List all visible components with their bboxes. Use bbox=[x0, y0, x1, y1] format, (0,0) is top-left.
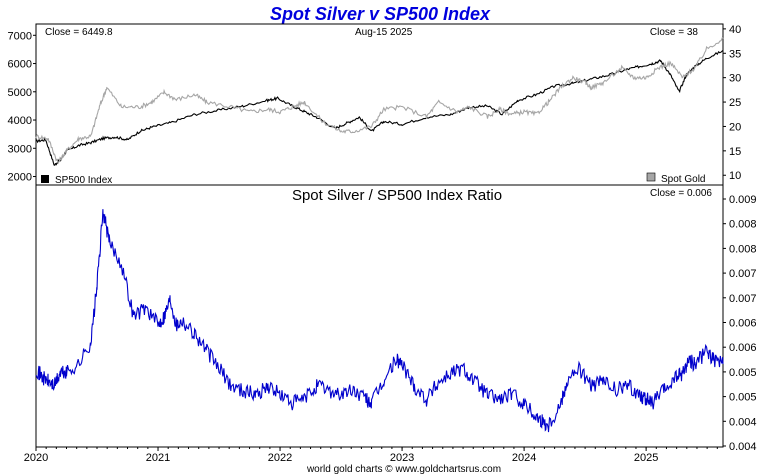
left-axis-tick-label: 6000 bbox=[8, 59, 32, 71]
legend-label-sp500: SP500 Index bbox=[55, 175, 112, 186]
ratio-title: Spot Silver / SP500 Index Ratio bbox=[292, 187, 502, 204]
right-axis-tick-label: 35 bbox=[729, 48, 741, 60]
credit-text: world gold charts © www.goldchartsrus.co… bbox=[306, 464, 501, 475]
left-axis-tick-label: 7000 bbox=[8, 30, 32, 42]
right-axis-tick-label: 25 bbox=[729, 97, 741, 109]
legend-swatch-gold bbox=[646, 172, 656, 182]
series-line-sp500 bbox=[35, 50, 723, 166]
right-axis-tick-label: 10 bbox=[729, 170, 741, 182]
legend-swatch-sp500 bbox=[41, 175, 49, 183]
series-line-spot-metal bbox=[35, 36, 724, 165]
left-axis-tick-label: 5000 bbox=[8, 87, 32, 99]
ratio-axis-tick-label: 0.009 bbox=[729, 194, 757, 206]
x-axis-tick-label: 2021 bbox=[146, 452, 170, 464]
bottom-panel-frame bbox=[35, 184, 724, 448]
ratio-axis-tick-label: 0.008 bbox=[729, 219, 757, 231]
right-axis-tick-label: 20 bbox=[729, 121, 741, 133]
ratio-close-label: Close = 0.006 bbox=[650, 188, 712, 199]
top-date-label: Aug-15 2025 bbox=[355, 27, 413, 38]
ratio-axis-tick-label: 0.004 bbox=[729, 441, 757, 453]
right-axis-tick-label: 15 bbox=[729, 146, 741, 158]
ratio-axis-tick-label: 0.004 bbox=[729, 416, 757, 428]
left-axis-tick-label: 4000 bbox=[8, 115, 32, 127]
top-close-right: Close = 38 bbox=[650, 27, 699, 38]
ratio-axis-tick-label: 0.005 bbox=[729, 367, 757, 379]
ratio-axis-tick-label: 0.006 bbox=[729, 318, 757, 330]
ratio-axis-tick-label: 0.007 bbox=[729, 268, 757, 280]
top-close-left: Close = 6449.8 bbox=[45, 27, 113, 38]
ratio-axis-tick-label: 0.005 bbox=[729, 392, 757, 404]
ratio-axis-tick-label: 0.007 bbox=[729, 293, 757, 305]
x-axis-tick-label: 2024 bbox=[512, 452, 536, 464]
ratio-axis-tick-label: 0.008 bbox=[729, 243, 757, 255]
x-axis-tick-label: 2023 bbox=[390, 452, 414, 464]
legend-label-gold: Spot Gold bbox=[661, 174, 705, 185]
chart-title: Spot Silver v SP500 Index bbox=[270, 4, 491, 24]
ratio-axis-tick-label: 0.006 bbox=[729, 342, 757, 354]
right-axis-tick-label: 40 bbox=[729, 24, 741, 36]
x-axis-tick-label: 2025 bbox=[634, 452, 658, 464]
right-axis-tick-label: 30 bbox=[729, 73, 741, 85]
chart-marks: 7000 6000 5000 4000 3000 2000 40 35 30 25 20 15 10 0.… bbox=[8, 24, 757, 464]
x-axis-tick-label: 2022 bbox=[268, 452, 292, 464]
x-axis-tick-label: 2020 bbox=[24, 452, 48, 464]
left-axis-tick-label: 2000 bbox=[8, 172, 32, 184]
series-line-ratio bbox=[35, 209, 724, 433]
left-axis-tick-label: 3000 bbox=[8, 143, 32, 155]
